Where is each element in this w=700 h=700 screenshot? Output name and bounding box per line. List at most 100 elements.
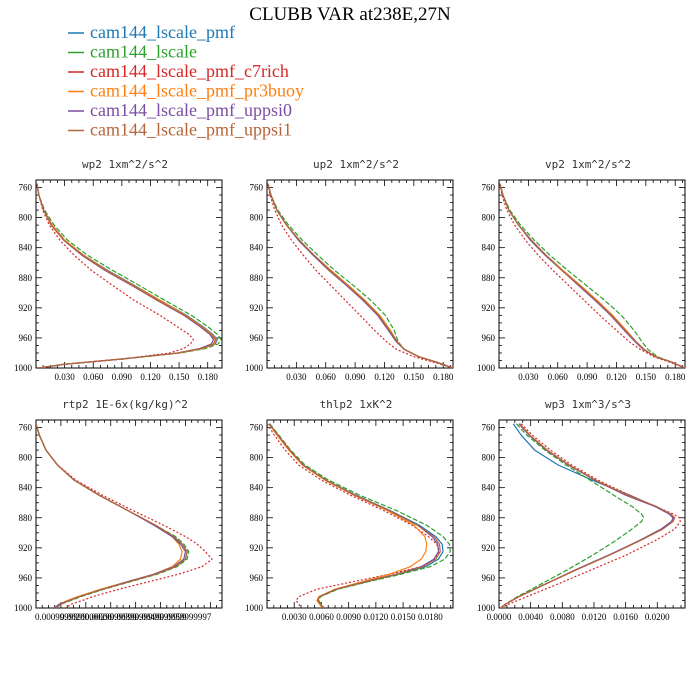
panel: wp2 1xm^2/s^2 760 800 840 880 920 960 1000 0.030… (14, 158, 223, 382)
series-line-cam144-lscale-pmf-uppsi0 (499, 183, 685, 368)
y-tick-label: 920 (19, 303, 33, 313)
series-line-cam144-lscale-pmf-c7rich (36, 183, 194, 368)
series-line-cam144-lscale-pmf-c7rich (267, 423, 440, 608)
y-tick-label: 840 (250, 483, 264, 493)
panel-title: thlp2 1xK^2 (320, 398, 393, 411)
x-tick-label: 0.090 (577, 372, 598, 382)
y-tick-label: 800 (482, 213, 496, 223)
series-line-cam144-lscale-pmf-uppsi0 (500, 423, 674, 608)
series-line-cam144-lscale-pmf (36, 183, 218, 368)
y-tick-label: 960 (482, 333, 496, 343)
series-line-cam144-lscale-pmf-uppsi1 (267, 183, 453, 368)
series-line-cam144-lscale-pmf-c7rich (36, 423, 213, 608)
series-line-cam144-lscale-pmf (36, 423, 188, 608)
series-line-cam144-lscale-pmf-pr3buoy (267, 183, 453, 368)
y-tick-label: 920 (19, 543, 33, 553)
x-tick-label: 0.090 (345, 372, 366, 382)
series-line-cam144-lscale-pmf-pr3buoy (500, 423, 675, 608)
x-tick-label: 0.030 (286, 372, 307, 382)
x-tick-label: 0.0180 (418, 612, 443, 622)
y-tick-label: 840 (482, 483, 496, 493)
legend-entry: cam144_lscale (90, 42, 197, 62)
x-tick-label: 0.150 (169, 372, 190, 382)
y-tick-label: 840 (19, 483, 33, 493)
y-tick-label: 920 (482, 543, 496, 553)
series-line-cam144-lscale-pmf-c7rich (501, 423, 681, 608)
legend-entry: cam144_lscale_pmf_uppsi1 (90, 120, 292, 140)
panel-title: up2 1xm^2/s^2 (313, 158, 399, 171)
series-line-cam144-lscale-pmf (500, 423, 674, 608)
y-tick-label: 920 (250, 303, 264, 313)
x-tick-label: 0.060 (83, 372, 104, 382)
series-line-cam144-lscale-pmf-pr3buoy (36, 423, 183, 608)
x-tick-label: 0.120 (374, 372, 395, 382)
series-line-cam144-lscale-pmf-c7rich (267, 183, 453, 368)
y-tick-label: 960 (482, 573, 496, 583)
series-line-cam144-lscale (499, 183, 685, 368)
series-line-cam144-lscale-pmf (499, 183, 685, 368)
plot-frame (498, 419, 686, 609)
panel: vp2 1xm^2/s^2 760 800 840 880 920 960 1000 0.030… (477, 158, 686, 382)
x-tick-label: 0.0039999999 (110, 612, 162, 622)
y-tick-label: 840 (250, 243, 264, 253)
y-tick-label: 800 (19, 213, 33, 223)
x-tick-label: 0.0200 (645, 612, 670, 622)
plot-frame (266, 179, 454, 369)
y-tick-label: 1000 (14, 603, 33, 613)
series-line-cam144-lscale-pmf-uppsi1 (36, 183, 216, 368)
x-tick-label: 0.0000 (487, 612, 512, 622)
series-line-cam144-lscale-pmf (268, 423, 444, 608)
series-line-cam144-lscale-pmf-uppsi0 (36, 423, 187, 608)
y-tick-label: 960 (250, 333, 264, 343)
legend-entry: cam144_lscale_pmf_pr3buoy (90, 81, 304, 101)
x-tick-label: 0.0040 (518, 612, 543, 622)
x-tick-label: 0.0020000000 (60, 612, 112, 622)
plot-frame (35, 179, 223, 369)
panel-title: wp2 1xm^2/s^2 (82, 158, 168, 171)
panel-title: vp2 1xm^2/s^2 (545, 158, 631, 171)
y-tick-label: 760 (250, 423, 264, 433)
series-line-cam144-lscale (500, 423, 645, 608)
y-tick-label: 1000 (245, 603, 264, 613)
panel-title: wp3 1xm^3/s^3 (545, 398, 631, 411)
x-tick-label: 0.0009999999 (35, 612, 87, 622)
y-tick-label: 760 (19, 183, 33, 193)
x-tick-label: 0.0080 (550, 612, 575, 622)
series-line-cam144-lscale-pmf-uppsi1 (36, 423, 188, 608)
y-tick-label: 880 (250, 513, 264, 523)
legend: cam144_lscale_pmfcam144_lscalecam144_lsc… (68, 22, 304, 140)
y-tick-label: 960 (19, 573, 33, 583)
series-line-cam144-lscale (269, 423, 451, 608)
x-tick-label: 0.0059999997 (160, 612, 212, 622)
y-tick-label: 880 (482, 273, 496, 283)
y-tick-label: 880 (482, 513, 496, 523)
panel: wp3 1xm^3/s^3 760 800 840 880 920 960 10000.000… (477, 398, 686, 622)
figure-title: CLUBB VAR at238E,27N (249, 4, 451, 25)
y-tick-label: 880 (250, 273, 264, 283)
series-line-cam144-lscale-pmf-uppsi1 (499, 183, 685, 368)
series-line-cam144-lscale-pmf-uppsi0 (268, 423, 440, 608)
x-tick-label: 0.120 (140, 372, 161, 382)
y-tick-label: 800 (250, 453, 264, 463)
x-tick-label: 0.0120 (582, 612, 607, 622)
x-tick-label: 0.060 (548, 372, 569, 382)
x-tick-label: 0.090 (112, 372, 133, 382)
x-tick-label: 0.180 (665, 372, 686, 382)
y-tick-label: 1000 (14, 363, 33, 373)
series-line-cam144-lscale-pmf-uppsi1 (268, 423, 441, 608)
y-tick-label: 760 (482, 423, 496, 433)
x-tick-label: 0.0160 (613, 612, 638, 622)
x-tick-label: 0.0049999999 (135, 612, 187, 622)
y-tick-label: 800 (482, 453, 496, 463)
x-tick-label: 0.030 (518, 372, 539, 382)
series-line-cam144-lscale-pmf-c7rich (499, 183, 685, 368)
y-tick-label: 760 (19, 423, 33, 433)
legend-entry: cam144_lscale_pmf (90, 22, 235, 42)
y-tick-label: 920 (250, 543, 264, 553)
legend-entry: cam144_lscale_pmf_c7rich (90, 61, 289, 81)
y-tick-label: 760 (482, 183, 496, 193)
series-line-cam144-lscale (36, 183, 222, 368)
series-line-cam144-lscale-pmf-uppsi0 (267, 183, 453, 368)
